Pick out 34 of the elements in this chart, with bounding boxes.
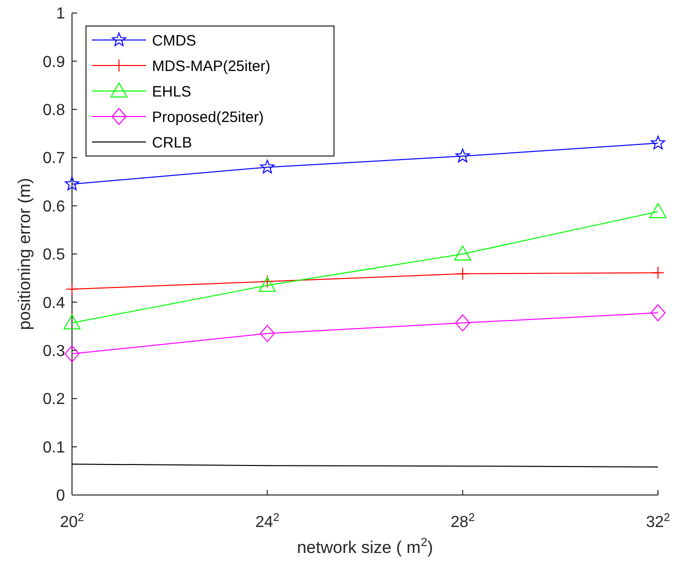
y-tick-label: 0.7 bbox=[42, 150, 66, 168]
point bbox=[455, 314, 470, 332]
point bbox=[64, 314, 80, 330]
y-tick-label: 0.6 bbox=[42, 198, 66, 216]
point bbox=[650, 136, 666, 150]
x-tick-label: 24$^{2}$ bbox=[255, 512, 280, 531]
point bbox=[650, 304, 666, 322]
y-axis-title: positioning error (m) bbox=[15, 178, 34, 330]
y-tick-label: 0.2 bbox=[42, 391, 66, 408]
x-axis-title: network size ( m$^{2}$) bbox=[296, 535, 434, 557]
point bbox=[64, 176, 80, 190]
y-tick-label: 0 bbox=[56, 488, 66, 505]
legend-label: Proposed(25iter) bbox=[152, 108, 264, 126]
y-tick-label: 0.5 bbox=[42, 246, 66, 264]
y-tick-label: 0.1 bbox=[42, 439, 66, 456]
point bbox=[456, 148, 470, 162]
x-tick-label: 28$^{2}$ bbox=[450, 512, 475, 531]
point bbox=[260, 325, 275, 342]
y-tick-label: 1 bbox=[56, 6, 66, 23]
point bbox=[260, 160, 274, 174]
legend-label: EHLS bbox=[152, 83, 192, 100]
x-tick-label: 32$^{2}$ bbox=[646, 512, 670, 531]
x-tick-label: 20$^{2}$ bbox=[60, 512, 84, 531]
y-tick-label: 0.4 bbox=[42, 294, 66, 312]
point bbox=[454, 246, 472, 260]
y-tick-label: 0.9 bbox=[42, 54, 66, 71]
point bbox=[258, 276, 276, 292]
legend-label: MDS-MAP(25iter) bbox=[152, 58, 270, 75]
legend-label: CRLB bbox=[152, 134, 192, 152]
y-tick-label: 0.8 bbox=[42, 102, 66, 119]
legend-label: CMDS bbox=[152, 32, 196, 50]
y-tick-label: 0.3 bbox=[42, 343, 66, 360]
point bbox=[650, 203, 666, 218]
point bbox=[64, 345, 80, 362]
